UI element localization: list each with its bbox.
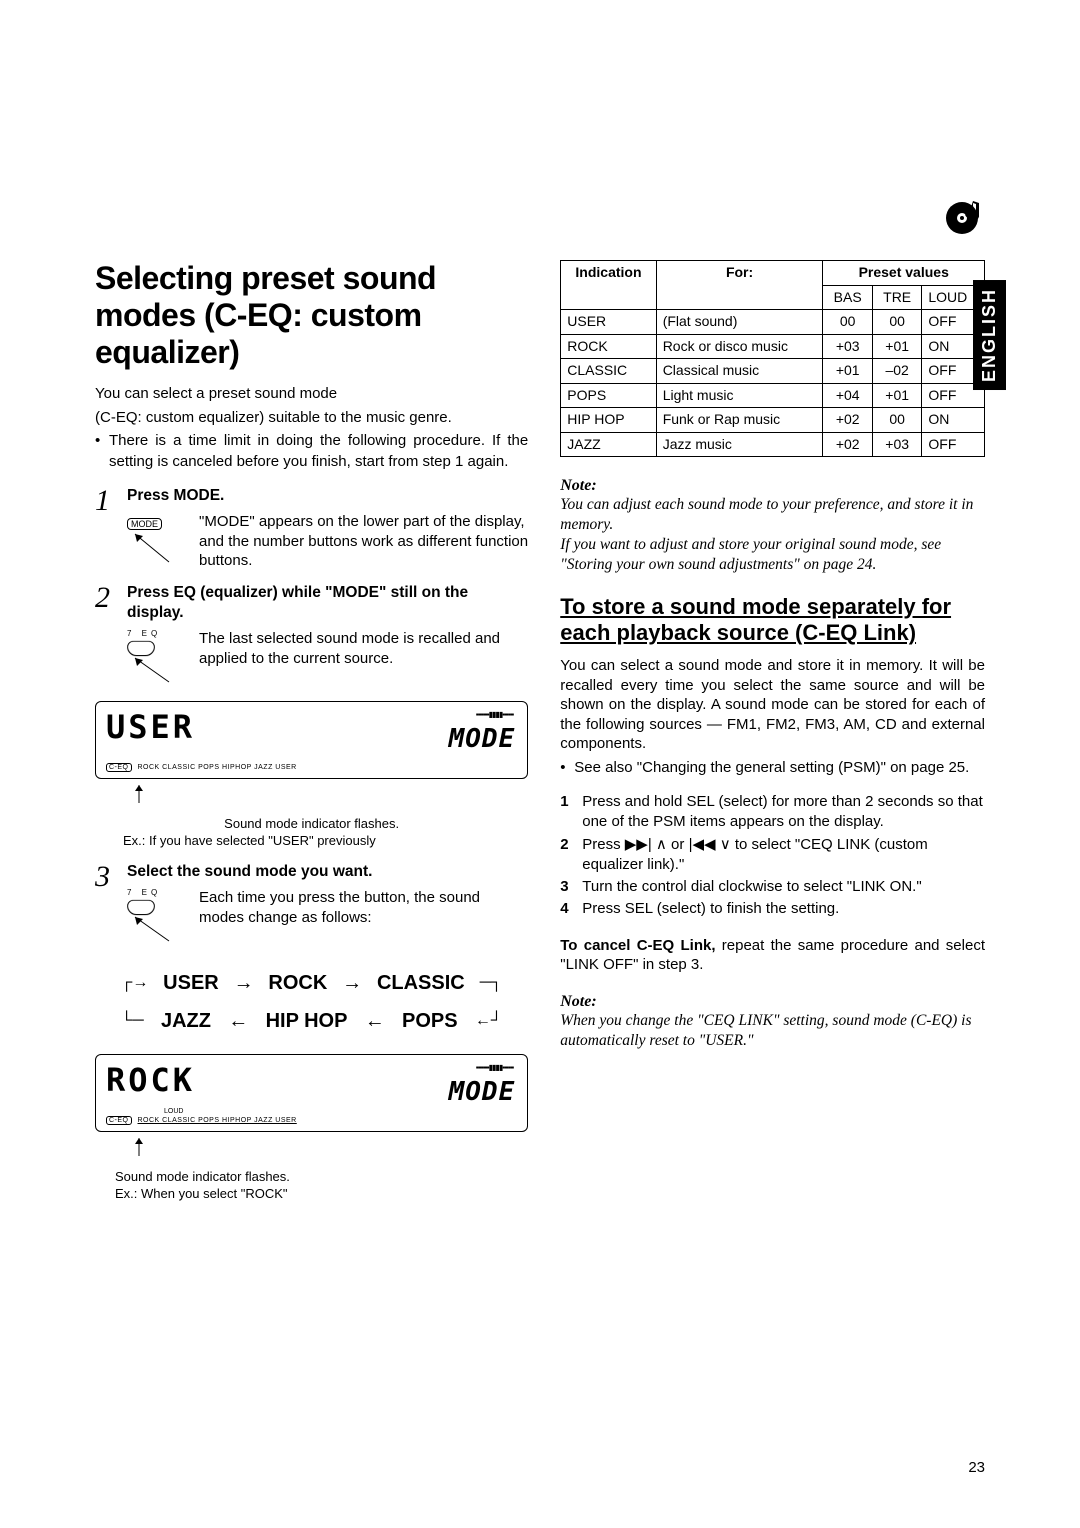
step-heading: Press EQ (equalizer) while "MODE" still … [127,583,528,623]
step-text: The last selected sound mode is recalled… [199,629,528,668]
intro-bullet: There is a time limit in doing the follo… [95,431,528,472]
list-item: 4Press SEL (select) to finish the settin… [560,899,985,919]
display-example: Ex.: If you have selected "USER" previou… [123,833,528,848]
eq-button-icon: 7 EQ [127,888,189,950]
note-body: You can adjust each sound mode to your p… [560,495,985,576]
subheading: To store a sound mode separately for eac… [560,594,985,647]
forward-up-icon: ▶▶| ∧ [625,836,667,853]
cancel-text: To cancel C-EQ Link, repeat the same pro… [560,936,985,975]
list-item: 1Press and hold SEL (select) for more th… [560,792,985,833]
step-number: 1 [95,486,127,573]
table-row: CLASSICClassical music+01–02OFF [561,359,985,384]
page-number: 23 [968,1459,985,1476]
display-example: Ex.: When you select "ROCK" [115,1186,528,1201]
mode-cycle-diagram: ┌→ USER→ ROCK→ CLASSIC ─┐ └─ JAZZ← HIP H… [121,964,502,1040]
language-tab: ENGLISH [973,280,1006,390]
mode-button-icon: MODE [127,512,189,573]
lcd-display: ▪▪▪▪▪▪▪▮▮▮▮▪▪▪▪▪▪ ROCK MODE C-EQROCK CLA… [95,1054,528,1132]
intro-text: You can select a preset sound mode [95,384,528,404]
eq-button-icon: 7 EQ [127,629,189,691]
step-heading: Select the sound mode you want. [127,862,528,882]
lcd-display: ▪▪▪▪▪▪▪▮▮▮▮▪▪▪▪▪▪ USER MODE C-EQROCK CLA… [95,701,528,779]
note-heading: Note: [560,477,985,495]
back-down-icon: |◀◀ ∨ [689,836,731,853]
table-row: USER(Flat sound)0000OFF [561,310,985,335]
table-row: JAZZJazz music+02+03OFF [561,432,985,457]
table-row: POPSLight music+04+01OFF [561,383,985,408]
step-number: 2 [95,583,127,691]
table-row: HIP HOPFunk or Rap music+0200ON [561,408,985,433]
cd-music-icon [943,195,985,237]
step-text: "MODE" appears on the lower part of the … [199,512,528,571]
table-row: ROCKRock or disco music+03+01ON [561,334,985,359]
note-body: When you change the "CEQ LINK" setting, … [560,1011,985,1051]
step-heading: Press MODE. [127,486,528,506]
intro-text: (C-EQ: custom equalizer) suitable to the… [95,408,528,428]
display-caption: Sound mode indicator flashes. [95,816,528,831]
display-caption: Sound mode indicator flashes. [115,1169,528,1184]
list-item: 3Turn the control dial clockwise to sele… [560,877,985,897]
body-bullet: See also "Changing the general setting (… [560,758,985,778]
page-title: Selecting preset sound modes (C-EQ: cust… [95,260,528,370]
preset-values-table: Indication For: Preset values BAS TRE LO… [560,260,985,457]
step-text: Each time you press the button, the soun… [199,888,528,927]
body-text: You can select a sound mode and store it… [560,656,985,754]
step-number: 3 [95,862,127,950]
list-item: 2Press ▶▶| ∧ or |◀◀ ∨ to select "CEQ LIN… [560,835,985,876]
note-heading: Note: [560,993,985,1011]
